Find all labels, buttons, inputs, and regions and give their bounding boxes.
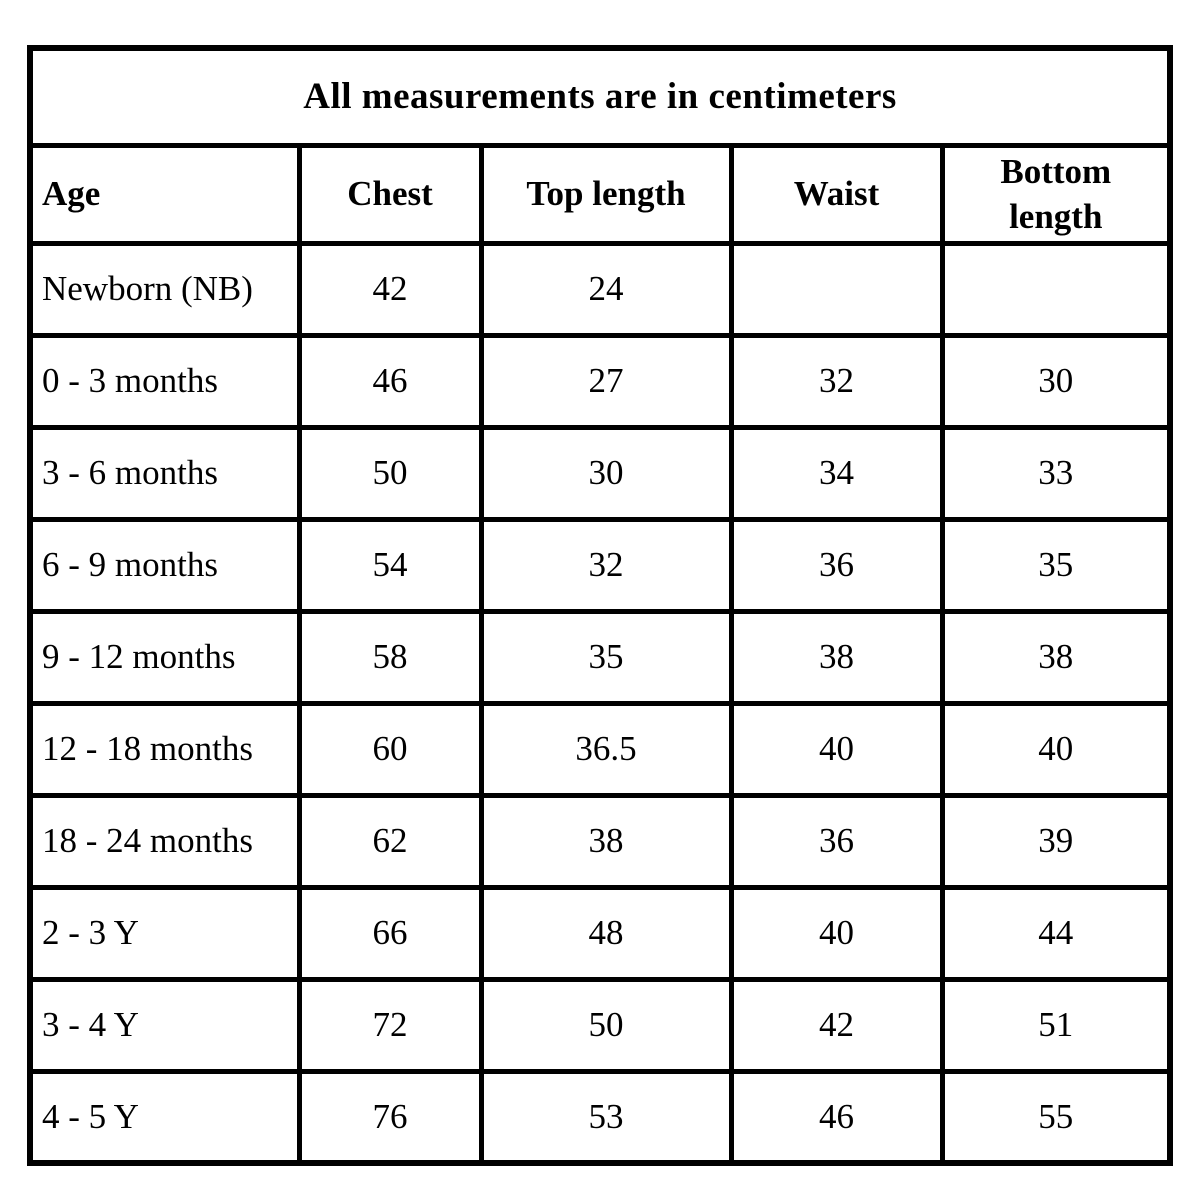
table-row: 2 - 3 Y 66 48 40 44 [27, 884, 1173, 982]
chest-cell: 58 [296, 608, 484, 706]
column-header-age: Age [27, 142, 302, 246]
top-length-cell: 35 [478, 608, 734, 706]
chest-cell: 76 [296, 1068, 484, 1166]
top-length-cell: 48 [478, 884, 734, 982]
waist-cell: 46 [728, 1068, 945, 1166]
table-row: 12 - 18 months 60 36.5 40 40 [27, 700, 1173, 798]
chest-cell: 72 [296, 976, 484, 1074]
bottom-length-cell: 33 [939, 424, 1173, 522]
age-cell: Newborn (NB) [27, 240, 302, 338]
age-cell: 12 - 18 months [27, 700, 302, 798]
top-length-cell: 36.5 [478, 700, 734, 798]
table-row: 6 - 9 months 54 32 36 35 [27, 516, 1173, 614]
size-chart: All measurements are in centimeters Age … [27, 45, 1174, 1166]
age-cell: 6 - 9 months [27, 516, 302, 614]
chest-cell: 46 [296, 332, 484, 430]
waist-cell [728, 240, 945, 338]
top-length-cell: 32 [478, 516, 734, 614]
top-length-cell: 38 [478, 792, 734, 890]
bottom-length-cell: 44 [939, 884, 1173, 982]
age-cell: 18 - 24 months [27, 792, 302, 890]
waist-cell: 34 [728, 424, 945, 522]
age-cell: 4 - 5 Y [27, 1068, 302, 1166]
waist-cell: 36 [728, 516, 945, 614]
table-title: All measurements are in centimeters [27, 45, 1173, 148]
waist-cell: 40 [728, 700, 945, 798]
waist-cell: 42 [728, 976, 945, 1074]
chest-cell: 66 [296, 884, 484, 982]
waist-cell: 32 [728, 332, 945, 430]
bottom-length-cell: 38 [939, 608, 1173, 706]
top-length-cell: 53 [478, 1068, 734, 1166]
table-row: 3 - 6 months 50 30 34 33 [27, 424, 1173, 522]
column-header-top-length: Top length [478, 142, 734, 246]
top-length-cell: 50 [478, 976, 734, 1074]
bottom-length-cell [939, 240, 1173, 338]
table-row: 4 - 5 Y 76 53 46 55 [27, 1068, 1173, 1166]
age-cell: 2 - 3 Y [27, 884, 302, 982]
table-header-row: Age Chest Top length Waist Bottom length [27, 142, 1173, 246]
table-title-row: All measurements are in centimeters [27, 45, 1173, 148]
chest-cell: 60 [296, 700, 484, 798]
bottom-length-cell: 55 [939, 1068, 1173, 1166]
age-cell: 9 - 12 months [27, 608, 302, 706]
table-row: 9 - 12 months 58 35 38 38 [27, 608, 1173, 706]
top-length-cell: 24 [478, 240, 734, 338]
bottom-length-cell: 30 [939, 332, 1173, 430]
waist-cell: 38 [728, 608, 945, 706]
column-header-bottom-length: Bottom length [939, 142, 1173, 246]
bottom-length-cell: 35 [939, 516, 1173, 614]
table-row: Newborn (NB) 42 24 [27, 240, 1173, 338]
top-length-cell: 27 [478, 332, 734, 430]
table-row: 3 - 4 Y 72 50 42 51 [27, 976, 1173, 1074]
chest-cell: 42 [296, 240, 484, 338]
chest-cell: 50 [296, 424, 484, 522]
size-chart-table: All measurements are in centimeters Age … [27, 45, 1174, 1166]
age-cell: 3 - 6 months [27, 424, 302, 522]
age-cell: 3 - 4 Y [27, 976, 302, 1074]
chest-cell: 54 [296, 516, 484, 614]
table-row: 18 - 24 months 62 38 36 39 [27, 792, 1173, 890]
chest-cell: 62 [296, 792, 484, 890]
waist-cell: 40 [728, 884, 945, 982]
column-header-chest: Chest [296, 142, 484, 246]
waist-cell: 36 [728, 792, 945, 890]
top-length-cell: 30 [478, 424, 734, 522]
age-cell: 0 - 3 months [27, 332, 302, 430]
bottom-length-cell: 39 [939, 792, 1173, 890]
bottom-length-cell: 51 [939, 976, 1173, 1074]
table-row: 0 - 3 months 46 27 32 30 [27, 332, 1173, 430]
column-header-waist: Waist [728, 142, 945, 246]
bottom-length-cell: 40 [939, 700, 1173, 798]
